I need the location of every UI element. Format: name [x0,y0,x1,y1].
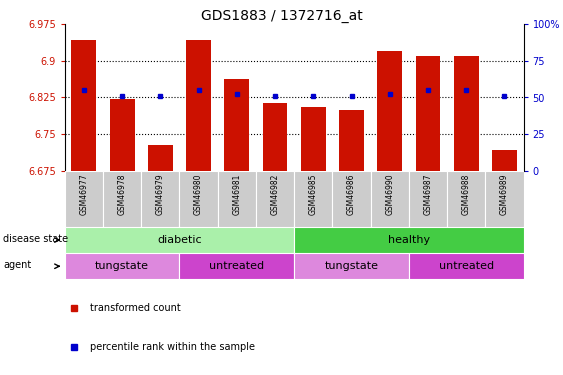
Text: GSM46987: GSM46987 [423,173,432,215]
Bar [256,171,294,227]
Text: agent: agent [3,260,32,270]
Text: tungstate: tungstate [95,261,149,271]
Bar [110,99,135,171]
Text: disease state: disease state [3,234,68,244]
Text: GDS1883 / 1372716_at: GDS1883 / 1372716_at [200,9,363,23]
Bar [65,227,294,253]
Text: GSM46988: GSM46988 [462,173,471,215]
Text: GSM46980: GSM46980 [194,173,203,215]
Bar [294,171,332,227]
Text: transformed count: transformed count [90,303,181,313]
Text: GSM46977: GSM46977 [79,173,88,215]
Bar [141,171,180,227]
Text: GSM46981: GSM46981 [233,173,242,215]
Bar [339,110,364,171]
Text: GSM46989: GSM46989 [500,173,509,215]
Bar [454,56,479,171]
Bar [225,79,249,171]
Bar [72,40,96,171]
Bar [485,171,524,227]
Bar [186,40,211,171]
Text: diabetic: diabetic [157,235,202,245]
Bar [370,171,409,227]
Bar [103,171,141,227]
Text: GSM46990: GSM46990 [385,173,394,215]
Bar [65,253,180,279]
Bar [492,150,517,171]
Text: tungstate: tungstate [324,261,378,271]
Text: percentile rank within the sample: percentile rank within the sample [90,342,255,352]
Bar [218,171,256,227]
Bar [409,253,524,279]
Bar [332,171,370,227]
Bar [409,171,447,227]
Bar [180,253,294,279]
Text: GSM46979: GSM46979 [156,173,165,215]
Text: GSM46985: GSM46985 [309,173,318,215]
Bar [415,56,440,171]
Bar [65,171,103,227]
Bar [377,51,402,171]
Bar [294,253,409,279]
Text: healthy: healthy [388,235,430,245]
Bar [180,171,218,227]
Text: untreated: untreated [439,261,494,271]
Text: GSM46986: GSM46986 [347,173,356,215]
Text: untreated: untreated [209,261,265,271]
Text: GSM46978: GSM46978 [118,173,127,215]
Bar [294,227,524,253]
Bar [447,171,485,227]
Bar [148,145,173,171]
Text: GSM46982: GSM46982 [271,173,280,215]
Bar [262,103,288,171]
Bar [301,107,326,171]
